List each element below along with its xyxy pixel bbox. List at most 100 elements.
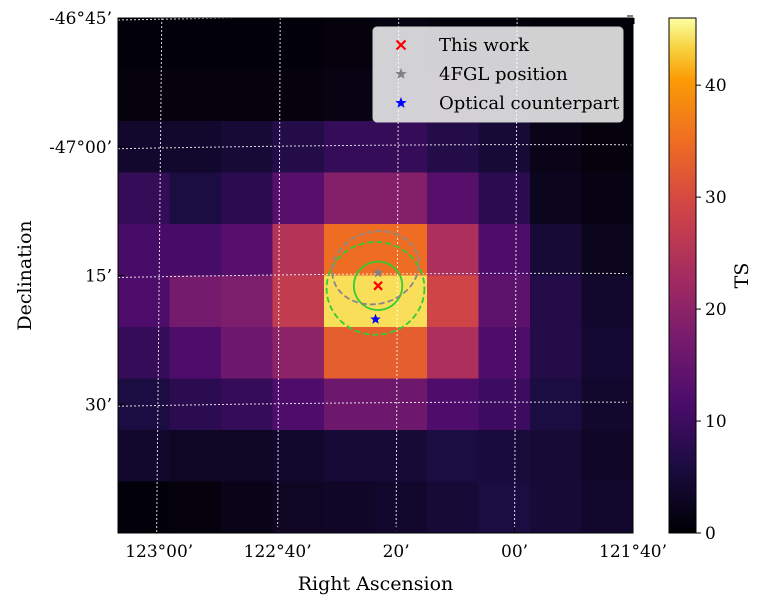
y-tick-label: 30’ [85,395,112,415]
heatmap-cell [530,430,583,483]
heatmap-cell [581,481,633,533]
grid-line-dec [118,401,633,407]
legend-box [372,26,624,123]
heatmap-cell [324,378,377,431]
position-markers [370,267,384,324]
heatmap-cell [118,378,171,431]
heatmap-cell [375,481,428,533]
heatmap-cell [530,378,583,431]
heatmap-cell [169,481,222,533]
heatmap-cell [169,275,222,328]
heatmap-cell [324,481,377,533]
colorbar-tick-label: 10 [705,412,727,432]
x-axis-label: Right Ascension [298,573,454,595]
heatmap-cell [272,172,325,225]
heatmap-cell [478,327,531,380]
heatmap-cell [427,378,480,431]
heatmap-cell [272,224,325,277]
heatmap-cell [530,275,583,328]
y-axis-label: Declination [14,220,36,330]
heatmap-cell [581,327,633,380]
legend-this-work-label: This work [439,35,530,56]
legend: This work 4FGL position Optical counterpar… [372,26,624,123]
heatmap-cell [272,378,325,431]
heatmap-cell [581,378,633,431]
heatmap-cell [221,275,274,328]
y-tick-label: -46°45’ [49,9,112,29]
heatmap-cell [221,430,274,483]
heatmap-cell [169,430,222,483]
y-tick-label: -47°00’ [49,138,112,158]
x-tick-label: 00’ [501,542,528,562]
heatmap-cell [375,378,428,431]
heatmap-cell [118,481,171,533]
heatmap-cell [324,430,377,483]
heatmap-cell [118,430,171,483]
colorbar-ticks: 0 10 20 30 40 [696,76,727,544]
heatmap-cell [375,327,428,380]
legend-optical-counterpart-marker [395,97,407,108]
legend-4fgl-position-label: 4FGL position [439,64,568,85]
heatmap-cell [118,224,171,277]
heatmap-cell [581,121,633,174]
heatmap-cell [530,481,583,533]
grid-line-dec [118,144,633,150]
heatmap-cell [169,172,222,225]
legend-this-work-marker [395,39,407,51]
heatmap-cell [427,481,480,533]
heatmap-cell [427,430,480,483]
contour-4fgl-95 [331,230,420,306]
heatmap-cell [478,430,531,483]
heatmap-cell [427,224,480,277]
heatmap-cell [478,224,531,277]
heatmap-cell [272,327,325,380]
heatmap-cell [169,327,222,380]
heatmap-cell [375,172,428,225]
heatmap-cell [169,69,222,122]
heatmap-cell [581,275,633,328]
this-work-marker [373,281,383,291]
heatmap-cell [581,430,633,483]
heatmap-cell [221,481,274,533]
heatmap-cell [272,430,325,483]
heatmap-cell [221,69,274,122]
heatmap-cell [118,172,171,225]
heatmap-cell [530,327,583,380]
heatmap-cell [169,224,222,277]
heatmap-cell [478,481,531,533]
heatmap-cell [375,121,428,174]
grid-line-ra [277,18,281,533]
heatmap-cell [324,275,377,328]
heatmap-cell [118,18,171,71]
heatmap-cell [272,121,325,174]
heatmap-cell [427,121,480,174]
colorbar-tick-label: 30 [705,188,727,208]
x-tick-label: 122°40’ [244,542,312,562]
position-contours [325,230,426,336]
colorbar-label: TS [731,263,753,289]
legend-4fgl-position-marker [395,68,407,79]
optical-counterpart-marker [370,313,381,324]
heatmap-cell [169,18,222,71]
heatmap-cell [221,224,274,277]
heatmap-cell [118,69,171,122]
heatmap-cell [530,121,583,174]
heatmap-cell [324,172,377,225]
heatmap-cell [478,172,531,225]
heatmap-cell [221,18,274,71]
heatmap-cell [272,18,325,71]
heatmap-cell [272,275,325,328]
heatmap-cell [221,327,274,380]
heatmap-cell [375,224,428,277]
heatmap-cell [118,327,171,380]
heatmap-cell [118,275,171,328]
heatmap-cell [581,224,633,277]
colorbar-tick-label: 0 [705,524,716,544]
contour-this-work-95 [325,241,426,336]
heatmap-cell [581,172,633,225]
axes: -46°45’ -47°00’ 15’ 30’ 123°00’ 122°40’ 20’ 00’… [49,9,667,562]
x-tick-label: 121°40’ [599,542,667,562]
heatmap-cell [478,121,531,174]
x-tick-label: 20’ [383,542,410,562]
